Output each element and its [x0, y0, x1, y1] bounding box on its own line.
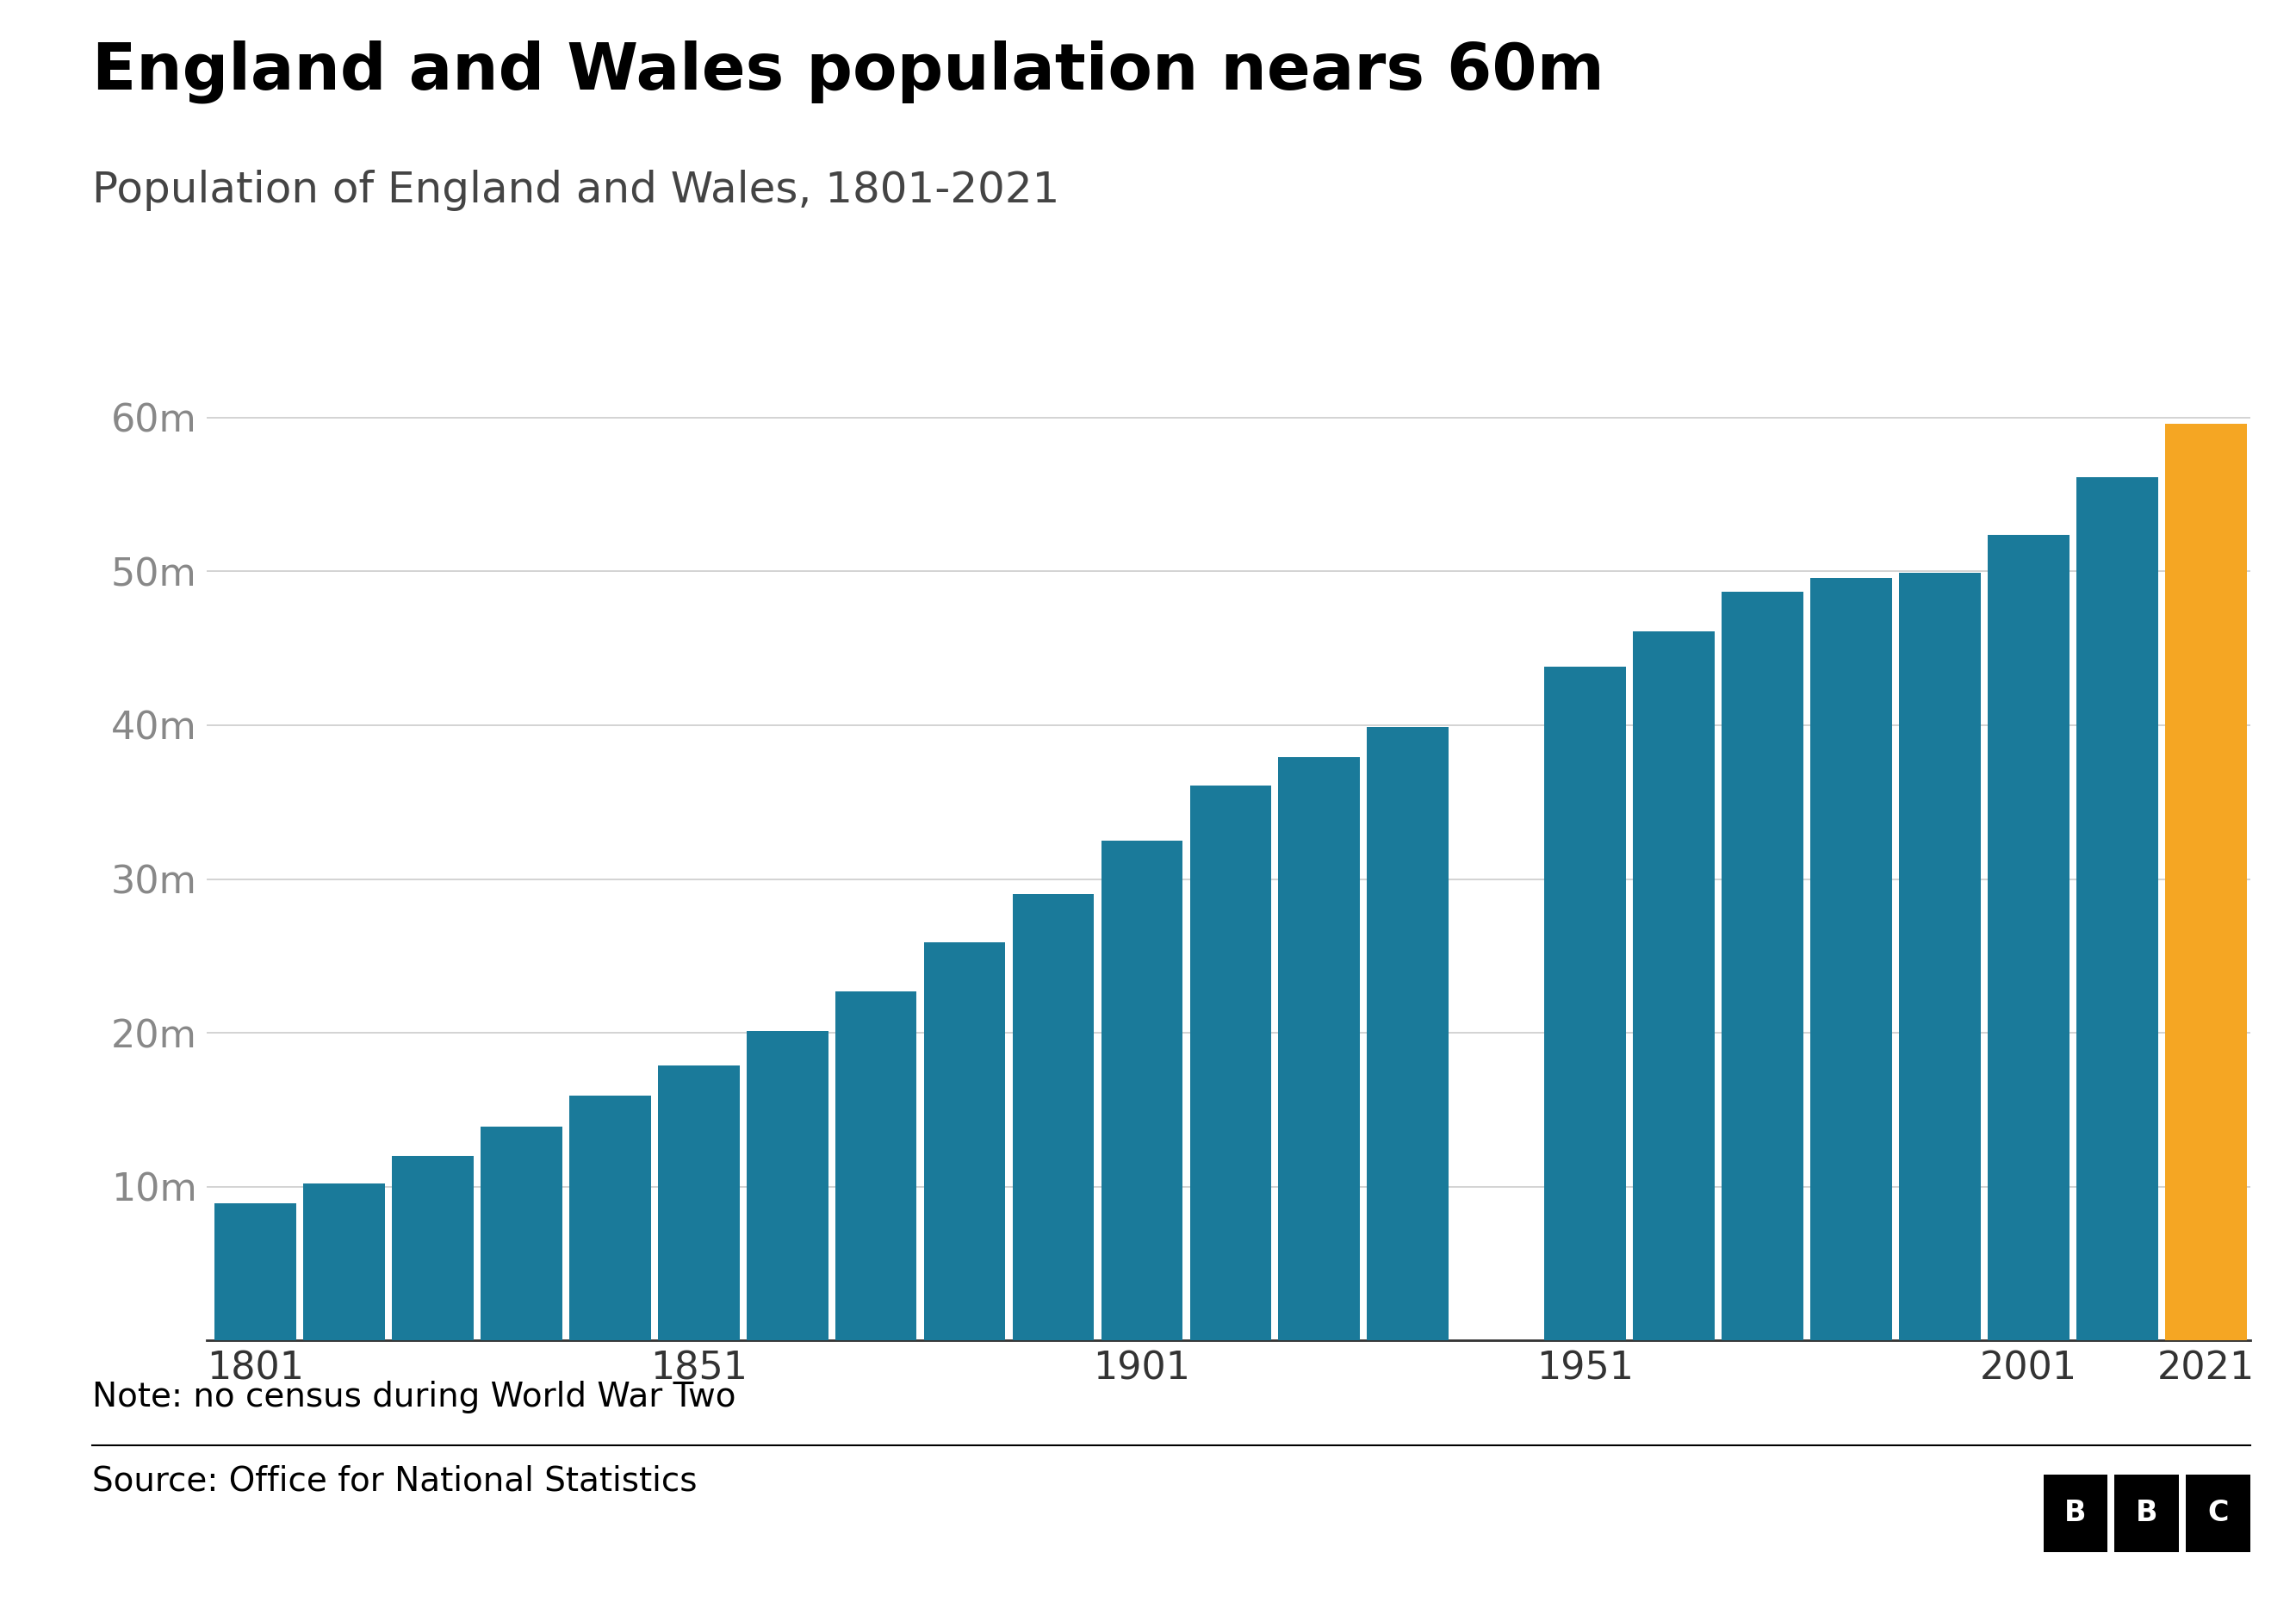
Bar — [1632, 631, 1715, 1340]
Text: Population of England and Wales, 1801-2021: Population of England and Wales, 1801-20… — [92, 170, 1058, 212]
Text: Source: Office for National Statistics: Source: Office for National Statistics — [92, 1465, 698, 1497]
Bar — [1809, 578, 1892, 1340]
Bar — [659, 1066, 739, 1340]
Bar — [2076, 478, 2158, 1340]
Bar — [1899, 573, 1981, 1340]
Bar — [2165, 423, 2245, 1340]
Bar — [1988, 535, 2069, 1340]
Text: England and Wales population nears 60m: England and Wales population nears 60m — [92, 40, 1605, 103]
Text: C: C — [2206, 1499, 2229, 1528]
Bar — [923, 942, 1006, 1340]
Bar — [1189, 785, 1272, 1340]
Bar — [393, 1156, 473, 1340]
Bar — [1102, 840, 1182, 1340]
Bar — [1013, 895, 1095, 1340]
Bar — [1279, 757, 1359, 1340]
Bar — [214, 1203, 296, 1340]
Bar — [569, 1097, 650, 1340]
Bar — [480, 1127, 563, 1340]
Bar — [1545, 667, 1626, 1340]
Text: Note: no census during World War Two: Note: no census during World War Two — [92, 1381, 735, 1413]
Bar — [1722, 591, 1802, 1340]
Bar — [303, 1184, 386, 1340]
Bar — [836, 992, 916, 1340]
Text: B: B — [2135, 1499, 2158, 1528]
Bar — [746, 1032, 829, 1340]
Text: B: B — [2064, 1499, 2087, 1528]
Bar — [1366, 727, 1449, 1340]
